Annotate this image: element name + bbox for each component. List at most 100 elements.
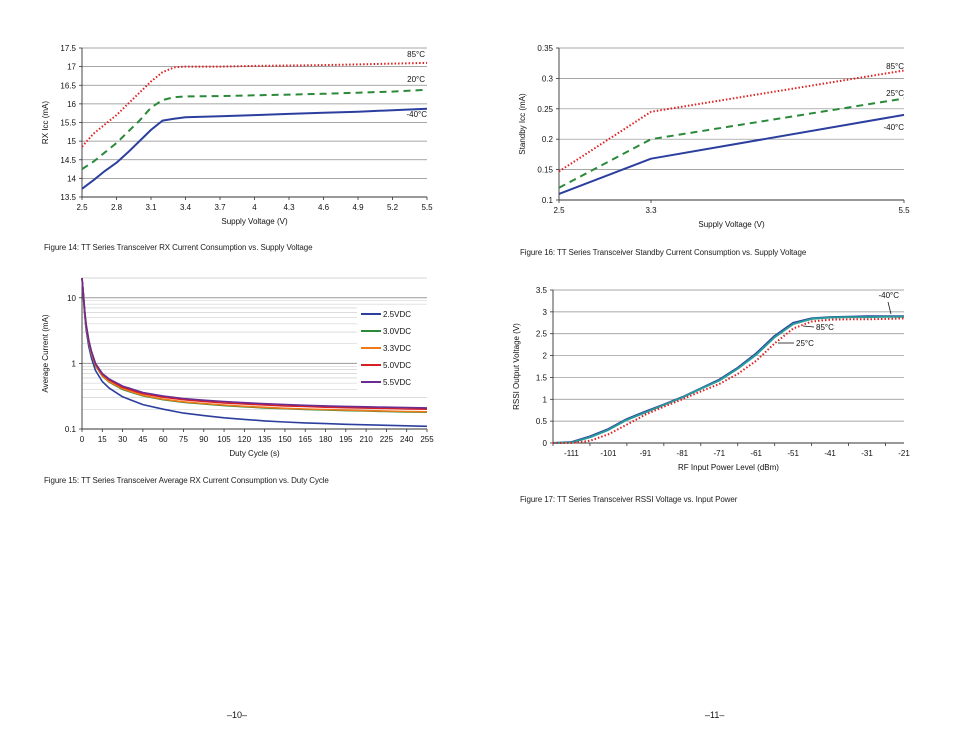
figure-15-caption: Figure 15: TT Series Transceiver Average… (44, 476, 329, 485)
series-line-25c (553, 317, 905, 444)
x-tick-label: -51 (787, 449, 799, 458)
x-tick-label: 3.7 (214, 203, 226, 212)
series-label: 85°C (816, 323, 834, 332)
y-tick-label: 14.5 (60, 156, 76, 165)
y-axis-label: Standby Icc (mA) (518, 93, 527, 155)
axis-labels: Supply Voltage (V) Standby Icc (mA) (518, 93, 765, 229)
x-tick-label: 2.5 (76, 203, 88, 212)
axes (556, 47, 905, 203)
axis-labels: RF Input Power Level (dBm) RSSI Output Vo… (512, 323, 779, 472)
x-axis-label: Supply Voltage (V) (698, 220, 765, 229)
series-label: 85°C (886, 62, 904, 71)
x-tick-label: -31 (861, 449, 873, 458)
x-tick-label: 4.9 (352, 203, 364, 212)
series-label: -40°C (878, 291, 899, 300)
page-number-right: –11– (705, 710, 725, 720)
y-tick-label: 17.5 (60, 44, 76, 53)
tick-labels: 0.1 0.15 0.2 0.25 0.3 0.35 2.5 3.3 5.5 (537, 44, 910, 215)
x-tick-label: -81 (677, 449, 689, 458)
legend-label: 3.3VDC (383, 344, 411, 353)
y-axis-label: Average Current (mA) (41, 314, 50, 392)
annotations: 85°C 20°C -40°C (406, 50, 427, 119)
axes (550, 289, 904, 446)
legend: 2.5VDC 3.0VDC 3.3VDC 5.0VDC 5.5VDC (357, 305, 427, 392)
figure-17-caption: Figure 17: TT Series Transceiver RSSI Vo… (520, 495, 738, 504)
x-tick-label: 4.3 (283, 203, 295, 212)
legend-label: 5.5VDC (383, 378, 411, 387)
x-tick-label: -111 (564, 449, 579, 458)
x-axis-label: Duty Cycle (s) (229, 449, 280, 458)
series-label: 85°C (407, 50, 425, 59)
series-line-40c (552, 315, 904, 444)
y-tick-label: 3.5 (536, 286, 548, 295)
series-line-40c (558, 113, 905, 195)
y-tick-label: 15 (67, 137, 76, 146)
x-axis-label: RF Input Power Level (dBm) (678, 463, 779, 472)
x-tick-label: 135 (258, 435, 272, 444)
legend-label: 2.5VDC (383, 310, 411, 319)
x-tick-label: 2.5 (553, 206, 565, 215)
x-tick-label: 3.3 (645, 206, 657, 215)
y-tick-label: 13.5 (60, 193, 76, 202)
series-label: -40°C (883, 123, 904, 132)
x-tick-label: 150 (278, 435, 292, 444)
x-tick-label: 180 (319, 435, 333, 444)
y-tick-label: 0.1 (65, 425, 77, 434)
x-tick-label: 195 (339, 435, 353, 444)
axis-labels: Supply Voltage (V) RX Icc (mA) (41, 101, 288, 226)
x-tick-label: 2.8 (111, 203, 123, 212)
x-tick-label: 45 (138, 435, 147, 444)
y-tick-label: 2.5 (536, 330, 548, 339)
tick-labels: 13.5 14 14.5 15 15.5 16 16.5 17 17.5 2.5 2.8 3.1 3.4… (60, 44, 433, 212)
annotations: 85°C 25°C -40°C (883, 62, 904, 132)
x-tick-label: 60 (159, 435, 168, 444)
series-line-85c (81, 61, 428, 148)
x-tick-label: 0 (80, 435, 85, 444)
x-tick-label: 225 (380, 435, 394, 444)
x-tick-label: 240 (400, 435, 414, 444)
x-tick-label: -71 (713, 449, 725, 458)
x-tick-label: -61 (750, 449, 762, 458)
grid-lines (553, 289, 904, 444)
series-line-85c (552, 315, 904, 444)
x-tick-label: 15 (98, 435, 107, 444)
x-tick-label: -101 (600, 449, 617, 458)
series-label: 25°C (886, 89, 904, 98)
x-tick-label: 165 (299, 435, 313, 444)
x-tick-label: 120 (238, 435, 252, 444)
series-lines (81, 277, 428, 428)
y-tick-label: 0.15 (537, 166, 553, 175)
axes (79, 47, 428, 200)
x-tick-label: -41 (824, 449, 836, 458)
series-lines (552, 315, 905, 444)
y-tick-label: 14 (67, 174, 76, 183)
x-tick-label: 5.5 (421, 203, 433, 212)
axes (79, 278, 428, 432)
series-lines (558, 69, 905, 195)
y-tick-label: 1 (72, 359, 77, 368)
series-line-2.5vdc (81, 277, 428, 428)
series-lines (81, 61, 428, 190)
y-tick-label: 1.5 (536, 373, 548, 382)
y-tick-label: 1 (543, 395, 548, 404)
y-tick-label: 16.5 (60, 81, 76, 90)
legend-label: 5.0VDC (383, 361, 411, 370)
figure-16-caption: Figure 16: TT Series Transceiver Standby… (520, 248, 807, 257)
x-tick-label: -21 (898, 449, 910, 458)
tick-labels: 0.1 1 10 0 15 30 45 60 75 90 105 120 135 150 165 180 195… (65, 294, 434, 444)
series-line-20c (81, 88, 428, 170)
x-tick-label: 75 (179, 435, 188, 444)
y-tick-label: 2 (543, 352, 548, 361)
y-tick-label: 17 (67, 63, 76, 72)
annotations: -40°C 85°C25°C (778, 291, 899, 348)
y-axis-label: RX Icc (mA) (41, 101, 50, 144)
x-tick-label: 105 (217, 435, 231, 444)
y-tick-label: 0.1 (542, 196, 554, 205)
y-tick-label: 16 (67, 100, 76, 109)
x-tick-label: 255 (420, 435, 434, 444)
series-line-40c (81, 107, 428, 190)
